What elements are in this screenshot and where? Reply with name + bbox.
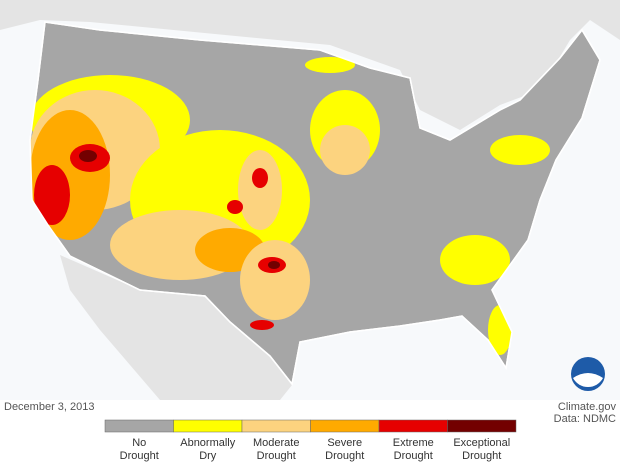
- legend-label: Drought: [394, 450, 433, 462]
- exceptional-area: [268, 261, 280, 269]
- source: Climate.gov: [558, 401, 617, 413]
- extreme-area: [34, 165, 70, 225]
- date: December 3, 2013: [4, 401, 95, 413]
- extreme-area: [252, 168, 268, 188]
- logo-wave: [573, 373, 603, 387]
- dry-area: [440, 235, 510, 285]
- mexico: [60, 255, 292, 400]
- legend-label: Extreme: [393, 437, 434, 449]
- extreme-area: [227, 200, 243, 214]
- legend-label: Moderate: [253, 437, 299, 449]
- legend-swatch: [378, 419, 448, 433]
- legend: NoDroughtAbnormallyDryModerateDroughtSev…: [104, 419, 517, 462]
- legend-label: Drought: [257, 450, 296, 462]
- noaa-logo: [571, 357, 605, 391]
- moderate-area: [320, 125, 370, 175]
- legend-label: Drought: [120, 450, 159, 462]
- extreme-area: [250, 320, 274, 330]
- legend-swatch: [173, 419, 243, 433]
- legend-label: Dry: [199, 450, 217, 462]
- moderate-area: [238, 150, 282, 230]
- legend-label: Drought: [325, 450, 364, 462]
- legend-swatch: [447, 419, 517, 433]
- canada: [0, 0, 620, 130]
- dry-area: [490, 135, 550, 165]
- legend-label: Severe: [327, 437, 362, 449]
- legend-label: Abnormally: [180, 437, 236, 449]
- credit: Data: NDMC: [554, 413, 616, 425]
- exceptional-area: [79, 150, 97, 162]
- moderate-area: [240, 240, 310, 320]
- legend-label: Exceptional: [453, 437, 510, 449]
- legend-swatch: [310, 419, 380, 433]
- legend-label: Drought: [462, 450, 501, 462]
- legend-swatch: [241, 419, 311, 433]
- legend-swatch: [104, 419, 174, 433]
- legend-label: No: [132, 437, 146, 449]
- dry-area: [305, 57, 355, 73]
